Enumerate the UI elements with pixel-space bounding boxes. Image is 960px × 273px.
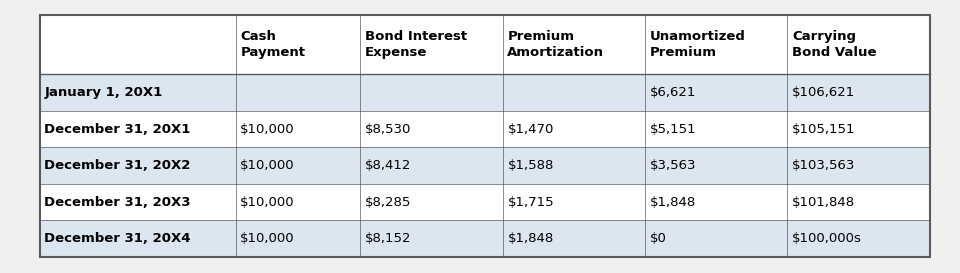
Text: $100,000s: $100,000s: [792, 232, 862, 245]
Text: $5,151: $5,151: [650, 123, 696, 136]
FancyBboxPatch shape: [39, 184, 930, 220]
Text: $10,000: $10,000: [240, 195, 295, 209]
Text: January 1, 20X1: January 1, 20X1: [44, 86, 162, 99]
Text: $1,848: $1,848: [508, 232, 554, 245]
Text: $6,621: $6,621: [650, 86, 696, 99]
Text: $105,151: $105,151: [792, 123, 855, 136]
Text: Bond Interest
Expense: Bond Interest Expense: [365, 30, 468, 59]
Text: $103,563: $103,563: [792, 159, 855, 172]
Text: $8,152: $8,152: [365, 232, 412, 245]
Text: $10,000: $10,000: [240, 232, 295, 245]
Text: Cash
Payment: Cash Payment: [240, 30, 305, 59]
FancyBboxPatch shape: [39, 111, 930, 147]
Text: Premium
Amortization: Premium Amortization: [508, 30, 605, 59]
Text: $1,470: $1,470: [508, 123, 554, 136]
Text: Unamortized
Premium: Unamortized Premium: [650, 30, 746, 59]
Text: $8,412: $8,412: [365, 159, 411, 172]
FancyBboxPatch shape: [39, 15, 930, 74]
FancyBboxPatch shape: [39, 147, 930, 184]
Text: December 31, 20X2: December 31, 20X2: [44, 159, 191, 172]
Text: $101,848: $101,848: [792, 195, 855, 209]
Text: $10,000: $10,000: [240, 159, 295, 172]
Text: $1,848: $1,848: [650, 195, 696, 209]
Text: December 31, 20X3: December 31, 20X3: [44, 195, 191, 209]
Text: $8,530: $8,530: [365, 123, 411, 136]
FancyBboxPatch shape: [39, 220, 930, 257]
Text: $0: $0: [650, 232, 666, 245]
FancyBboxPatch shape: [39, 74, 930, 111]
Text: $3,563: $3,563: [650, 159, 696, 172]
Text: December 31, 20X4: December 31, 20X4: [44, 232, 191, 245]
Text: $106,621: $106,621: [792, 86, 855, 99]
Text: $10,000: $10,000: [240, 123, 295, 136]
Text: $8,285: $8,285: [365, 195, 411, 209]
Text: $1,588: $1,588: [508, 159, 554, 172]
Text: Carrying
Bond Value: Carrying Bond Value: [792, 30, 876, 59]
Text: December 31, 20X1: December 31, 20X1: [44, 123, 191, 136]
Text: $1,715: $1,715: [508, 195, 554, 209]
